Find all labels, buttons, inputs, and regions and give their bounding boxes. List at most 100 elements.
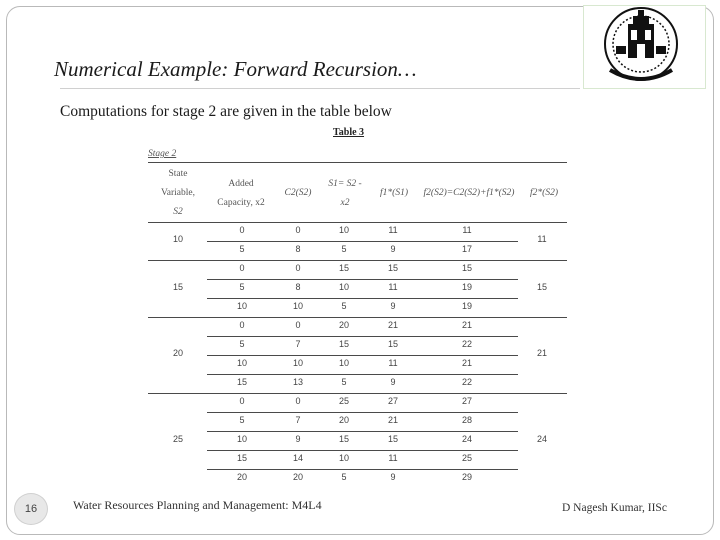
cell-x2: 0 <box>239 396 245 406</box>
cell-c2: 7 <box>295 415 301 425</box>
cell-f2: 24 <box>461 434 472 444</box>
header-c2: C2(S2) <box>284 188 312 198</box>
header-f2star: f2*(S2) <box>530 188 558 198</box>
cell-x2: 20 <box>236 472 247 482</box>
header-state-line2: Variable, <box>160 188 196 198</box>
cell-c2: 13 <box>292 377 303 387</box>
cell-s1: 5 <box>341 301 347 311</box>
cell-s1: 10 <box>338 358 349 368</box>
footer-course: Water Resources Planning and Management:… <box>73 498 322 512</box>
cell-c2: 0 <box>295 263 301 273</box>
cell-f1: 11 <box>388 358 398 368</box>
cell-x2: 5 <box>239 244 245 254</box>
header-added: Added Capacity, x2 <box>205 178 277 210</box>
cell-s1: 10 <box>338 453 349 463</box>
cell-f2: 22 <box>461 339 472 349</box>
cell-c2: 10 <box>292 301 303 311</box>
cell-s1: 25 <box>338 396 349 406</box>
header-state-line1: State <box>168 169 188 179</box>
header-state: State Variable, S2 <box>148 168 208 219</box>
cell-s1: 20 <box>338 320 349 330</box>
slide-subtitle: Computations for stage 2 are given in th… <box>60 103 392 120</box>
cell-f1: 11 <box>388 225 398 235</box>
footer-author: D Nagesh Kumar, IISc <box>562 502 667 514</box>
table-caption: Table 3 <box>333 127 365 138</box>
row-rule <box>207 355 518 356</box>
header-s1-line2: x2 <box>340 198 350 208</box>
cell-f1: 9 <box>390 377 396 387</box>
stage-label: Stage 2 <box>148 149 177 159</box>
row-rule <box>207 298 518 299</box>
cell-s1: 5 <box>341 244 347 254</box>
cell-f1: 15 <box>387 339 398 349</box>
row-rule <box>207 469 518 470</box>
header-f1: f1*(S1) <box>380 188 408 198</box>
header-f2: f2(S2)=C2(S2)+f1*(S2) <box>423 188 515 198</box>
cell-c2: 7 <box>295 339 301 349</box>
cell-s1: 15 <box>338 263 349 273</box>
cell-f1: 9 <box>390 472 396 482</box>
iisc-logo <box>583 5 706 89</box>
group-rule <box>148 260 567 261</box>
cell-s1: 20 <box>338 415 349 425</box>
cell-f2: 21 <box>461 320 472 330</box>
header-bottom-rule <box>148 222 567 223</box>
slide-frame <box>6 6 714 535</box>
header-s1-line1: S1= S2 - <box>328 179 362 189</box>
header-added-line2: Capacity, x2 <box>217 198 265 208</box>
group-rule <box>148 393 567 394</box>
header-state-line3: S2 <box>173 207 183 217</box>
cell-f1: 9 <box>390 244 396 254</box>
cell-c2: 20 <box>292 472 303 482</box>
cell-f1: 21 <box>387 320 398 330</box>
cell-f1: 11 <box>388 453 398 463</box>
cell-x2: 15 <box>236 377 247 387</box>
cell-f2: 21 <box>461 358 472 368</box>
cell-c2: 0 <box>295 320 301 330</box>
cell-c2: 10 <box>292 358 303 368</box>
cell-f2: 17 <box>461 244 472 254</box>
cell-x2: 0 <box>239 263 245 273</box>
cell-f2star: 21 <box>536 348 547 358</box>
slide-title: Numerical Example: Forward Recursion… <box>54 57 417 81</box>
title-rule <box>60 88 580 89</box>
cell-s1: 5 <box>341 472 347 482</box>
cell-f2: 28 <box>461 415 472 425</box>
row-rule <box>207 336 518 337</box>
cell-x2: 15 <box>236 453 247 463</box>
cell-x2: 10 <box>236 301 247 311</box>
cell-f1: 21 <box>387 415 398 425</box>
cell-f2: 11 <box>462 225 472 235</box>
cell-f1: 9 <box>390 301 396 311</box>
cell-f2: 19 <box>461 282 472 292</box>
group-rule <box>148 317 567 318</box>
cell-x2: 5 <box>239 282 245 292</box>
cell-state: 20 <box>172 348 183 358</box>
cell-s1: 5 <box>341 377 347 387</box>
cell-x2: 0 <box>239 225 245 235</box>
cell-s1: 10 <box>338 225 349 235</box>
cell-x2: 0 <box>239 320 245 330</box>
cell-c2: 0 <box>295 396 301 406</box>
cell-f2star: 15 <box>536 281 547 292</box>
cell-c2: 14 <box>292 453 303 463</box>
cell-f1: 15 <box>387 263 398 273</box>
cell-f2: 27 <box>461 396 472 406</box>
cell-f2: 19 <box>461 301 472 311</box>
cell-f2: 22 <box>461 377 472 387</box>
cell-s1: 10 <box>338 282 349 292</box>
cell-f1: 27 <box>387 396 398 406</box>
cell-f2: 15 <box>461 263 472 273</box>
row-rule <box>207 450 518 451</box>
iisc-emblem-icon <box>604 7 678 81</box>
page-number: 16 <box>14 493 48 525</box>
cell-c2: 8 <box>295 244 301 254</box>
cell-f1: 11 <box>388 282 398 292</box>
row-rule <box>207 241 518 242</box>
header-top-rule <box>148 162 567 163</box>
row-rule <box>207 374 518 375</box>
cell-f2: 25 <box>461 453 472 463</box>
cell-x2: 10 <box>236 434 247 444</box>
row-rule <box>207 279 518 280</box>
